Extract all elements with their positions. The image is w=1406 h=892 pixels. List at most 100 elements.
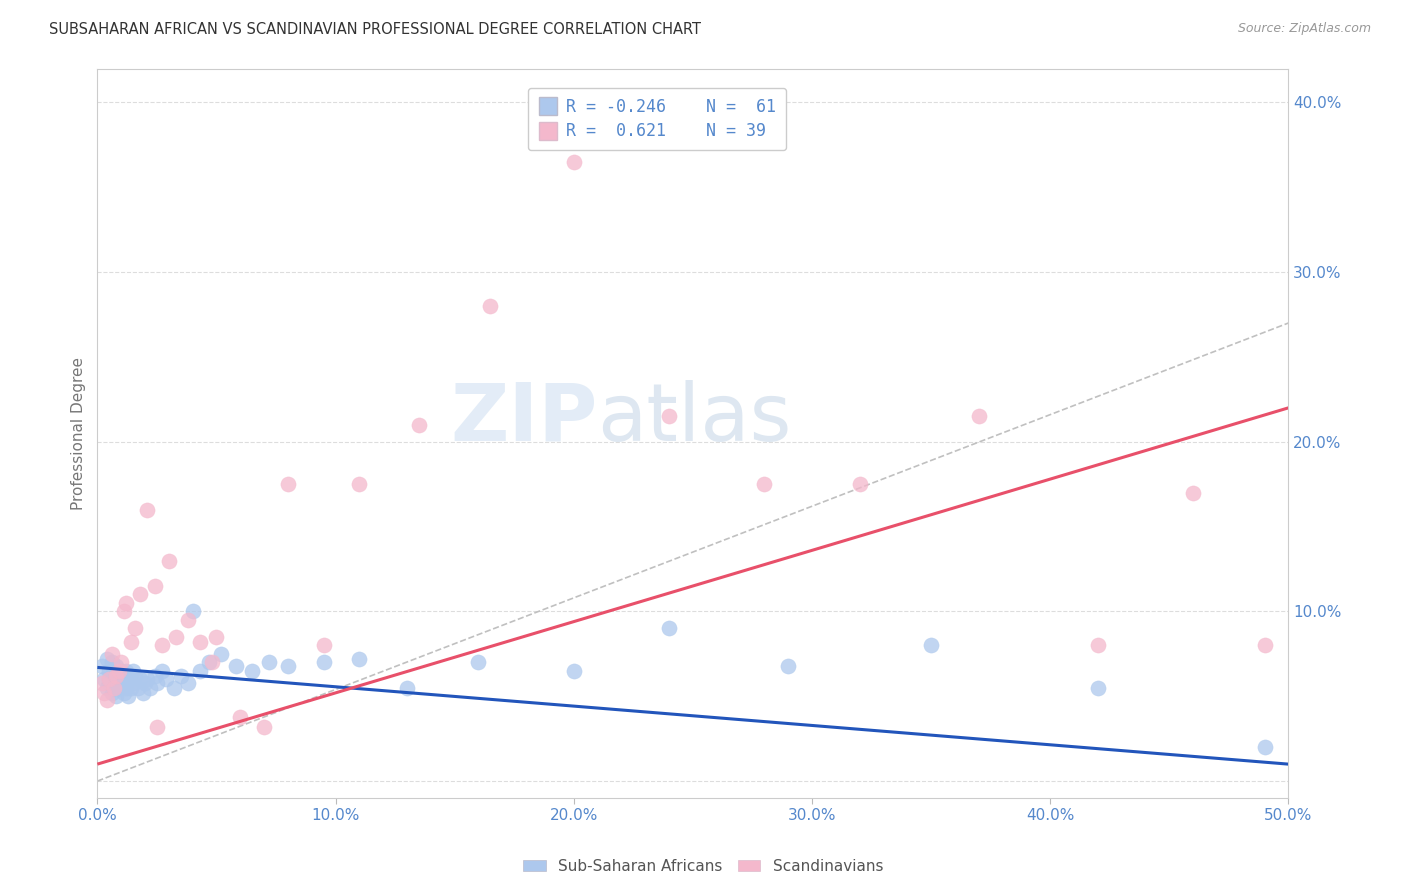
Point [131, 686, 153, 700]
Point [188, 664, 211, 678]
Point [124, 669, 146, 683]
Point [110, 664, 132, 678]
Point [177, 613, 200, 627]
Point [229, 709, 252, 723]
Point [658, 621, 681, 635]
Point [201, 656, 224, 670]
Point [408, 417, 430, 432]
Point [103, 681, 125, 695]
Text: ZIP: ZIP [450, 380, 598, 458]
Point [112, 604, 135, 618]
Legend: R = -0.246    N =  61, R =  0.621    N = 39: R = -0.246 N = 61, R = 0.621 N = 39 [529, 87, 786, 151]
Point [349, 652, 371, 666]
Point [134, 675, 156, 690]
Y-axis label: Professional Degree: Professional Degree [72, 357, 86, 510]
Point [96, 692, 118, 706]
Point [143, 669, 166, 683]
Point [754, 477, 776, 491]
Point [124, 621, 146, 635]
Point [120, 681, 142, 695]
Point [110, 656, 132, 670]
Point [100, 669, 122, 683]
Point [312, 656, 335, 670]
Point [103, 673, 125, 687]
Point [1253, 740, 1275, 755]
Point [98, 673, 121, 687]
Point [122, 675, 145, 690]
Point [562, 664, 585, 678]
Point [117, 673, 139, 687]
Point [162, 681, 184, 695]
Point [105, 658, 128, 673]
Point [98, 664, 121, 678]
Point [349, 477, 371, 491]
Text: SUBSAHARAN AFRICAN VS SCANDINAVIAN PROFESSIONAL DEGREE CORRELATION CHART: SUBSAHARAN AFRICAN VS SCANDINAVIAN PROFE… [49, 22, 702, 37]
Point [103, 681, 125, 695]
Point [1253, 639, 1275, 653]
Point [146, 675, 169, 690]
Point [112, 686, 135, 700]
Point [177, 675, 200, 690]
Point [165, 630, 187, 644]
Point [107, 681, 129, 695]
Point [967, 409, 990, 424]
Point [115, 664, 138, 678]
Point [562, 154, 585, 169]
Point [110, 675, 132, 690]
Point [157, 553, 180, 567]
Point [1087, 639, 1109, 653]
Text: Source: ZipAtlas.com: Source: ZipAtlas.com [1237, 22, 1371, 36]
Point [658, 409, 681, 424]
Point [170, 669, 193, 683]
Point [395, 681, 418, 695]
Point [96, 681, 118, 695]
Point [91, 675, 114, 690]
Point [155, 673, 177, 687]
Point [188, 635, 211, 649]
Point [115, 681, 138, 695]
Point [848, 477, 870, 491]
Point [139, 681, 162, 695]
Point [100, 647, 122, 661]
Point [103, 664, 125, 678]
Point [127, 681, 149, 695]
Point [198, 656, 221, 670]
Point [100, 686, 122, 700]
Point [120, 669, 142, 683]
Point [117, 690, 139, 704]
Point [98, 675, 121, 690]
Point [253, 720, 276, 734]
Point [107, 664, 129, 678]
Point [150, 639, 173, 653]
Point [479, 299, 502, 313]
Point [105, 690, 128, 704]
Point [1087, 681, 1109, 695]
Text: atlas: atlas [598, 380, 792, 458]
Point [96, 652, 118, 666]
Point [136, 502, 159, 516]
Point [257, 656, 280, 670]
Point [225, 658, 247, 673]
Point [112, 673, 135, 687]
Legend: Sub-Saharan Africans, Scandinavians: Sub-Saharan Africans, Scandinavians [516, 853, 890, 880]
Point [240, 664, 263, 678]
Point [146, 720, 169, 734]
Point [91, 658, 114, 673]
Point [105, 669, 128, 683]
Point [129, 673, 152, 687]
Point [209, 647, 232, 661]
Point [93, 686, 115, 700]
Point [115, 596, 138, 610]
Point [312, 639, 335, 653]
Point [277, 658, 299, 673]
Point [1182, 485, 1205, 500]
Point [136, 673, 159, 687]
Point [277, 477, 299, 491]
Point [122, 664, 145, 678]
Point [107, 669, 129, 683]
Point [143, 579, 166, 593]
Point [120, 635, 142, 649]
Point [129, 587, 152, 601]
Point [467, 656, 489, 670]
Point [920, 639, 942, 653]
